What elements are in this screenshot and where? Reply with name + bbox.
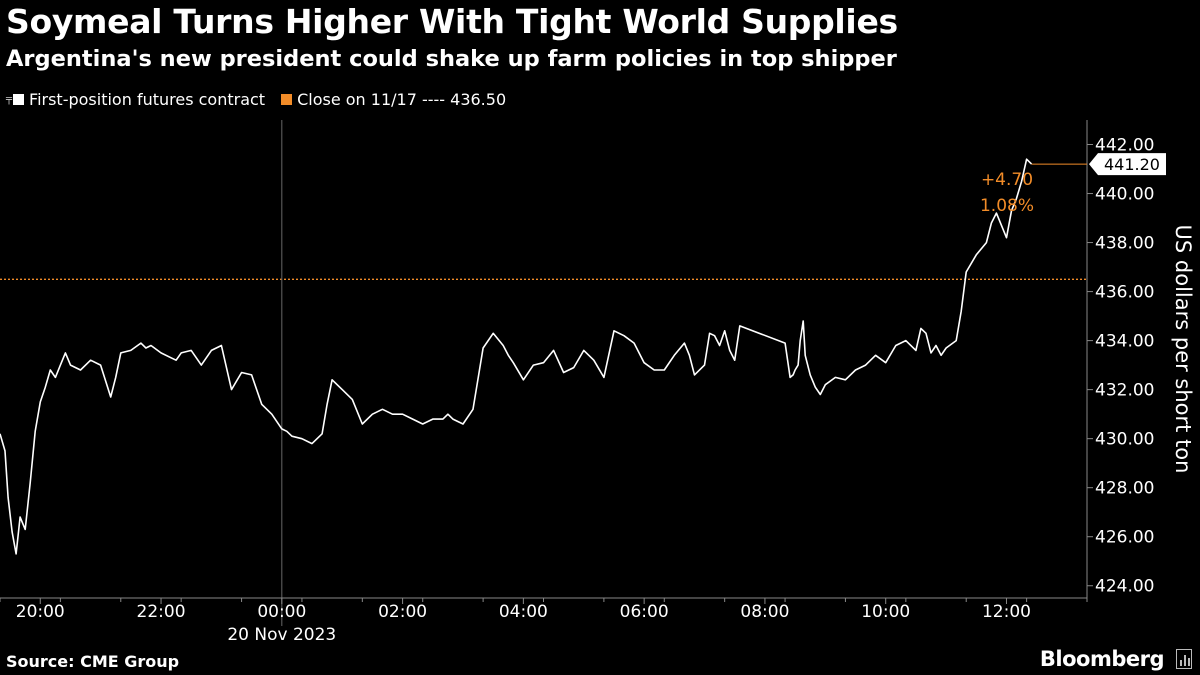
reference-swatch-icon <box>281 94 293 105</box>
series-swatch-icon <box>13 94 25 105</box>
legend-series-label: First-position futures contract <box>29 90 266 109</box>
last-value-label: 441.20 <box>1104 155 1160 174</box>
x-tick-label: 08:00 <box>740 602 789 622</box>
legend-reference-label: Close on 11/17 ---- 436.50 <box>297 90 507 109</box>
x-date-label: 20 Nov 2023 <box>227 625 336 645</box>
series-line <box>0 158 1033 555</box>
line-series-icon: ╤ <box>6 94 13 105</box>
x-tick-label: 12:00 <box>982 602 1031 622</box>
last-value-tag <box>1089 153 1166 176</box>
legend-item-series: ╤ First-position futures contract <box>6 90 265 109</box>
x-tick-label: 06:00 <box>620 602 669 622</box>
chart-subtitle: Argentina's new president could shake up… <box>6 46 897 72</box>
x-ticks: 20:00 22:00 00:00 02:00 04:00 06:00 08:00 10:00… <box>0 598 1088 622</box>
y-tick-label: 436.00 <box>1095 283 1154 303</box>
y-tick-label: 434.00 <box>1095 332 1154 352</box>
chart-title: Soymeal Turns Higher With Tight World Su… <box>6 2 898 41</box>
y-tick-label: 424.00 <box>1095 577 1154 597</box>
x-tick-label: 10:00 <box>861 602 910 622</box>
y-tick-label: 426.00 <box>1095 528 1154 548</box>
y-tick-label: 442.00 <box>1095 136 1154 156</box>
change-value-label: +4.70 <box>981 170 1033 190</box>
y-tick-label: 432.00 <box>1095 381 1154 401</box>
legend: ╤ First-position futures contract Close … <box>6 90 522 109</box>
source-note: Source: CME Group <box>6 652 180 671</box>
legend-item-reference: Close on 11/17 ---- 436.50 <box>281 90 506 109</box>
y-axis-title: US dollars per short ton <box>1171 225 1195 474</box>
bar-chart-icon <box>1176 649 1192 669</box>
brand-logo: Bloomberg <box>1039 647 1165 671</box>
change-percent-label: 1.08% <box>980 196 1034 216</box>
x-tick-label: 00:00 <box>257 602 306 622</box>
y-ticks: 424.00 426.00 428.00 430.00 432.00 434.00 436.… <box>1087 136 1154 597</box>
y-tick-label: 440.00 <box>1095 185 1154 205</box>
y-tick-label: 428.00 <box>1095 479 1154 499</box>
y-tick-label: 438.00 <box>1095 234 1154 254</box>
x-tick-label: 20:00 <box>16 602 65 622</box>
x-tick-label: 22:00 <box>137 602 186 622</box>
x-tick-label: 02:00 <box>378 602 427 622</box>
x-tick-label: 04:00 <box>499 602 548 622</box>
y-tick-label: 430.00 <box>1095 430 1154 450</box>
